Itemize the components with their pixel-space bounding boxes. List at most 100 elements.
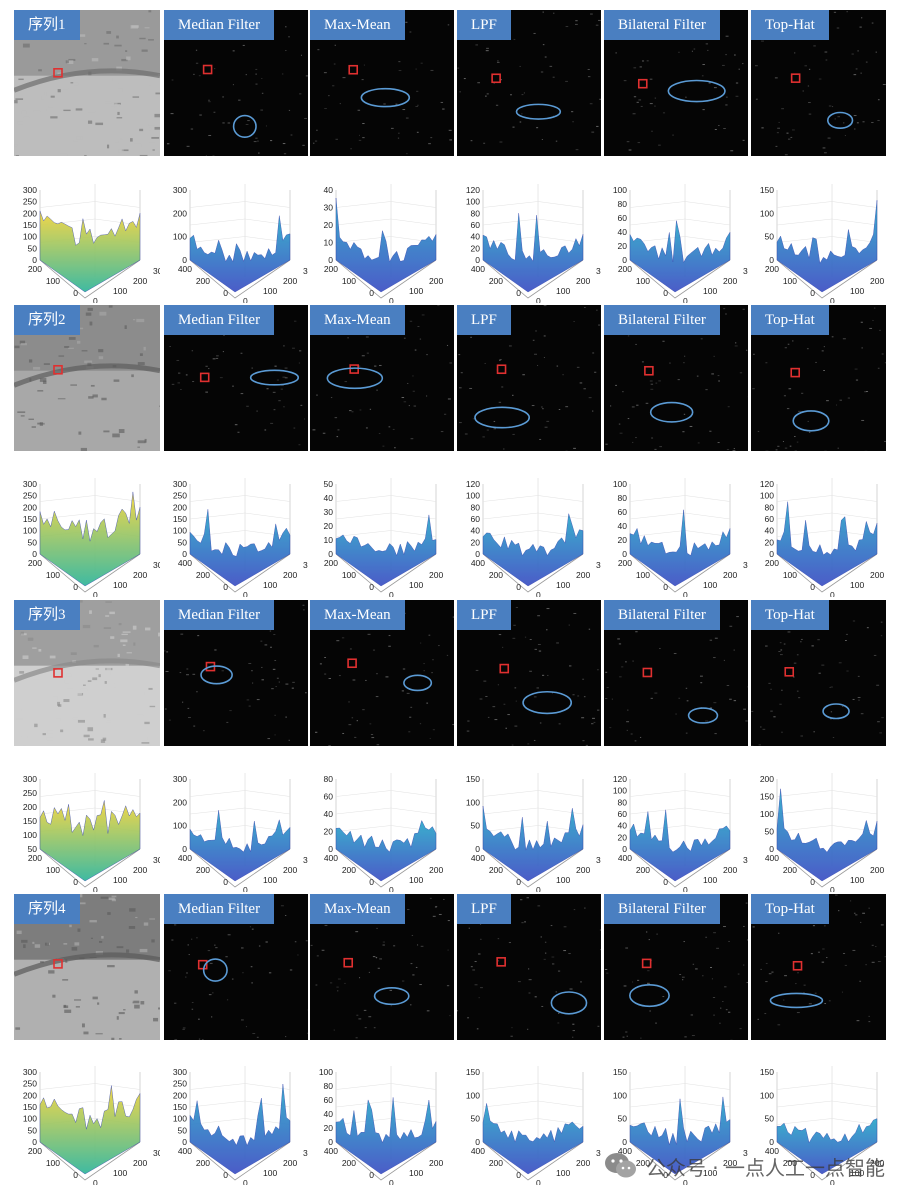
z-tick-label: 200	[23, 208, 37, 218]
z-tick-label: 0	[182, 549, 187, 559]
filtered-image-2: Max-Mean	[310, 10, 454, 156]
filtered-image-2: Max-Mean	[310, 305, 454, 451]
y-tick-label: 400	[178, 853, 192, 863]
y-tick-label: 200	[636, 1158, 650, 1168]
z-tick-label: 40	[324, 493, 334, 503]
surface-plot: 40 30 20 10 0 200 100 0 0 100 200	[310, 178, 454, 303]
z-tick-label: 40	[324, 1109, 334, 1119]
y-tick-label: 0	[73, 288, 78, 298]
filtered-image-4: Bilateral Filter	[604, 305, 748, 451]
z-tick-label: 100	[760, 208, 774, 218]
surface-plot-canvas: 30025020015010050040020000100200300	[173, 478, 308, 597]
y-tick-label: 400	[471, 264, 485, 274]
y-tick-label: 400	[765, 853, 779, 863]
z-tick-label: 150	[613, 1067, 627, 1077]
z-tick-label: 50	[178, 537, 188, 547]
surface-mesh	[189, 810, 291, 882]
target-box	[637, 78, 648, 89]
y-tick-label: 200	[196, 865, 210, 875]
z-tick-label: 100	[613, 479, 627, 489]
original-infrared-image: 序列3	[14, 600, 160, 746]
method-label: Median Filter	[164, 600, 275, 630]
x-tick-label: 0	[683, 885, 688, 892]
z-tick-label: 100	[173, 232, 187, 242]
y-tick-label: 0	[810, 288, 815, 298]
z-tick-label: 250	[23, 491, 37, 501]
z-tick-label: 200	[173, 208, 187, 218]
y-tick-label: 400	[178, 1146, 192, 1156]
target-box	[496, 364, 507, 375]
target-box	[347, 658, 357, 669]
surface-plot-canvas: 30025020015010050040020000100200300	[173, 1066, 308, 1185]
method-label: LPF	[457, 600, 511, 630]
x-tick-label: 100	[850, 1168, 864, 1178]
surface-plot: 150 100 50 0 200 100 0 0 100 200	[751, 178, 886, 303]
y-tick-label: 200	[618, 558, 632, 568]
z-tick-label: 40	[471, 232, 481, 242]
detection-ellipse	[515, 103, 562, 120]
detection-ellipse	[822, 703, 850, 720]
target-box	[202, 64, 213, 75]
target-box	[53, 67, 63, 78]
z-tick-label: 40	[618, 521, 628, 531]
y-tick-label: 0	[369, 582, 374, 592]
surface-mesh	[629, 809, 731, 882]
y-tick-label: 0	[663, 288, 668, 298]
filtered-image-3: LPF	[457, 600, 601, 746]
surface-plot: 10080604020020010000100200300	[604, 472, 748, 597]
surface-plot: 30025020015010050020010000100200300	[14, 472, 160, 597]
z-tick-label: 80	[471, 208, 481, 218]
x-tick-label: 0	[830, 1178, 835, 1185]
surface-plot: 3002502001501005020010000100200300	[14, 767, 160, 892]
surface-mesh	[335, 514, 437, 587]
y-tick-label: 0	[516, 877, 521, 887]
z-tick-label: 0	[475, 549, 480, 559]
z-tick-label: 100	[23, 232, 37, 242]
x-tick-label: 0	[93, 296, 98, 303]
detection-ellipse	[200, 665, 233, 685]
z-tick-label: 50	[28, 1125, 38, 1135]
z-tick-label: 200	[173, 1090, 187, 1100]
method-label: Max-Mean	[310, 305, 405, 335]
detection-ellipse	[550, 991, 588, 1015]
surface-plot: 30025020015010050040020000100200300	[164, 472, 308, 597]
method-label: Top-Hat	[751, 894, 829, 924]
z-tick-label: 50	[471, 821, 481, 831]
x-tick-label: 0	[683, 1178, 688, 1185]
y-tick-label: 200	[783, 1158, 797, 1168]
z-tick-label: 20	[324, 521, 334, 531]
z-tick-label: 150	[173, 514, 187, 524]
z-tick-label: 250	[23, 197, 37, 207]
x-tick-label: 100	[556, 875, 570, 885]
method-label: Top-Hat	[751, 600, 829, 630]
z-tick-label: 250	[23, 1079, 37, 1089]
z-tick-label: 20	[618, 241, 628, 251]
x-tick-label: 200	[133, 276, 147, 286]
x-tick-label: 200	[723, 865, 737, 875]
x-tick-label: 100	[113, 286, 127, 296]
z-tick-label: 100	[466, 197, 480, 207]
surface-plot-canvas: 300200100040020000100200300	[173, 773, 308, 892]
sequence-label: 序列3	[14, 600, 80, 630]
detection-ellipse	[326, 367, 384, 390]
z-tick-label: 80	[618, 493, 628, 503]
x-tick-label: 0	[93, 885, 98, 892]
target-box	[199, 372, 210, 383]
y-tick-label: 0	[663, 1170, 668, 1180]
x-tick-label: 200	[429, 865, 443, 875]
surface-mesh	[776, 788, 878, 882]
surface-plot-canvas: 15010050040020000100200300	[466, 1066, 601, 1185]
y-tick-label: 0	[516, 1170, 521, 1180]
x-tick-label: 300	[596, 560, 601, 570]
x-tick-label: 100	[263, 286, 277, 296]
surface-mesh	[39, 1085, 141, 1175]
y-tick-label: 400	[178, 264, 192, 274]
x-tick-label: 0	[536, 1178, 541, 1185]
x-tick-label: 100	[113, 875, 127, 885]
z-tick-label: 100	[173, 526, 187, 536]
x-tick-label: 300	[743, 560, 748, 570]
detection-ellipse	[249, 369, 300, 386]
z-tick-label: 0	[475, 844, 480, 854]
z-tick-label: 20	[324, 220, 334, 230]
